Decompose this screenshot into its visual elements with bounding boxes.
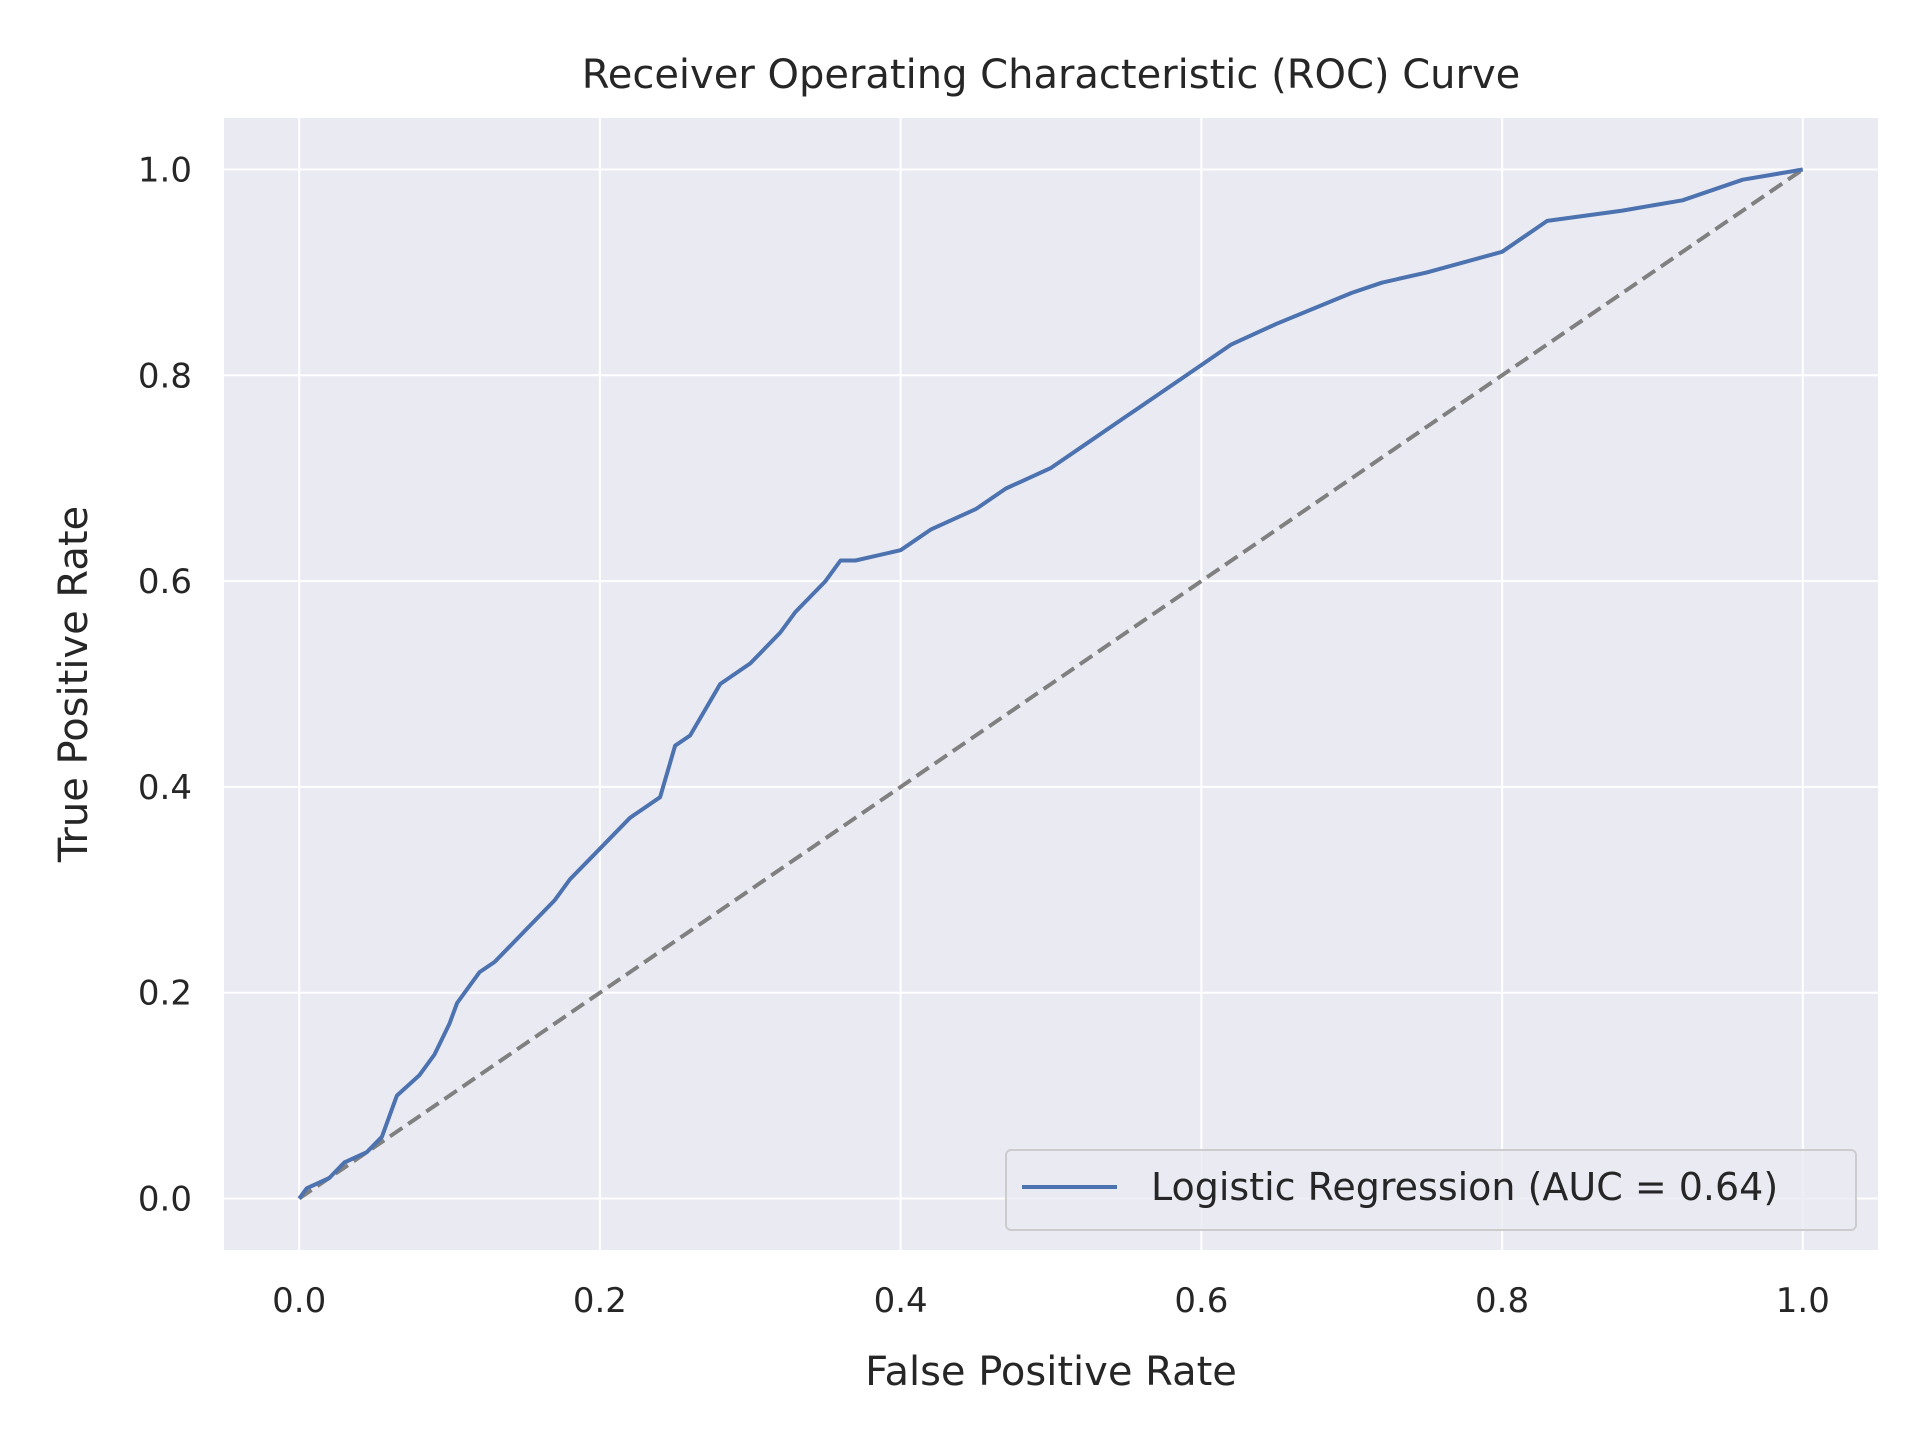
chance-diagonal-line xyxy=(298,167,1804,1201)
legend-label: Logistic Regression (AUC = 0.64) xyxy=(1151,1165,1778,1209)
x-tick-label: 0.6 xyxy=(1174,1281,1228,1321)
y-tick-label: 0.4 xyxy=(138,768,192,808)
legend: Logistic Regression (AUC = 0.64) xyxy=(1005,1149,1857,1231)
y-tick-label: 0.6 xyxy=(138,562,192,602)
roc-curve-line xyxy=(297,167,1804,1200)
y-axis-label: True Positive Rate xyxy=(51,506,97,863)
y-tick-label: 0.0 xyxy=(138,1180,192,1220)
x-tick-label: 0.2 xyxy=(573,1281,627,1321)
legend-box xyxy=(1005,1149,1857,1231)
grid-lines xyxy=(224,118,1878,1250)
y-tick-labels: 0.0 0.2 0.4 0.6 0.8 1.0 xyxy=(138,150,192,1219)
x-tick-label: 0.4 xyxy=(874,1281,928,1321)
x-tick-label: 0.0 xyxy=(272,1281,326,1321)
x-tick-labels: 0.0 0.2 0.4 0.6 0.8 1.0 xyxy=(272,1281,1830,1321)
y-tick-label: 0.2 xyxy=(138,974,192,1014)
x-tick-label: 1.0 xyxy=(1776,1281,1830,1321)
x-tick-label: 0.8 xyxy=(1475,1281,1529,1321)
chart-title: Receiver Operating Characteristic (ROC) … xyxy=(582,52,1521,98)
y-tick-label: 1.0 xyxy=(138,150,192,190)
series-layer xyxy=(297,167,1804,1201)
x-axis-label: False Positive Rate xyxy=(865,1349,1237,1395)
y-tick-label: 0.8 xyxy=(138,356,192,396)
